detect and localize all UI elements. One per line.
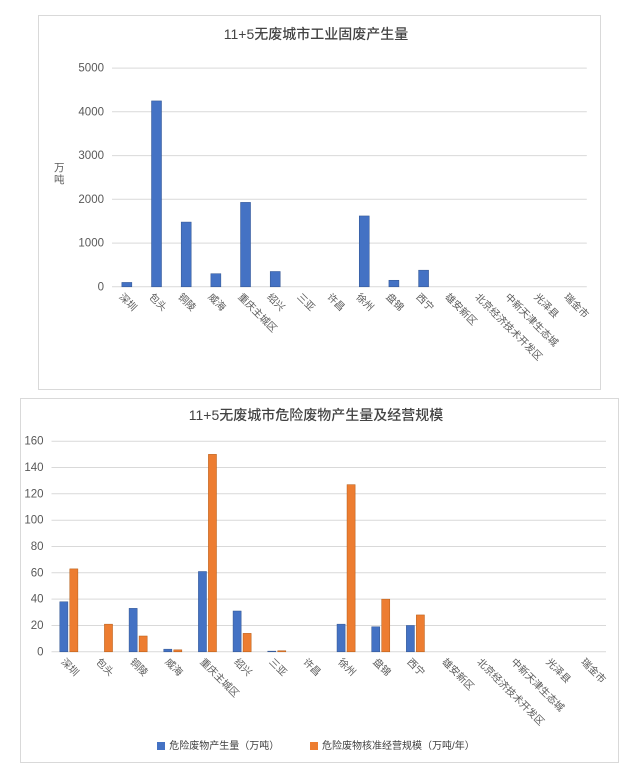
svg-text:80: 80 bbox=[31, 541, 44, 553]
svg-text:40: 40 bbox=[31, 594, 44, 606]
svg-text:160: 160 bbox=[24, 436, 43, 448]
svg-text:60: 60 bbox=[31, 567, 44, 579]
svg-text:120: 120 bbox=[24, 488, 43, 500]
svg-text:140: 140 bbox=[24, 462, 43, 474]
svg-text:100: 100 bbox=[24, 515, 43, 527]
svg-text:20: 20 bbox=[31, 620, 44, 632]
svg-text:0: 0 bbox=[37, 646, 43, 658]
